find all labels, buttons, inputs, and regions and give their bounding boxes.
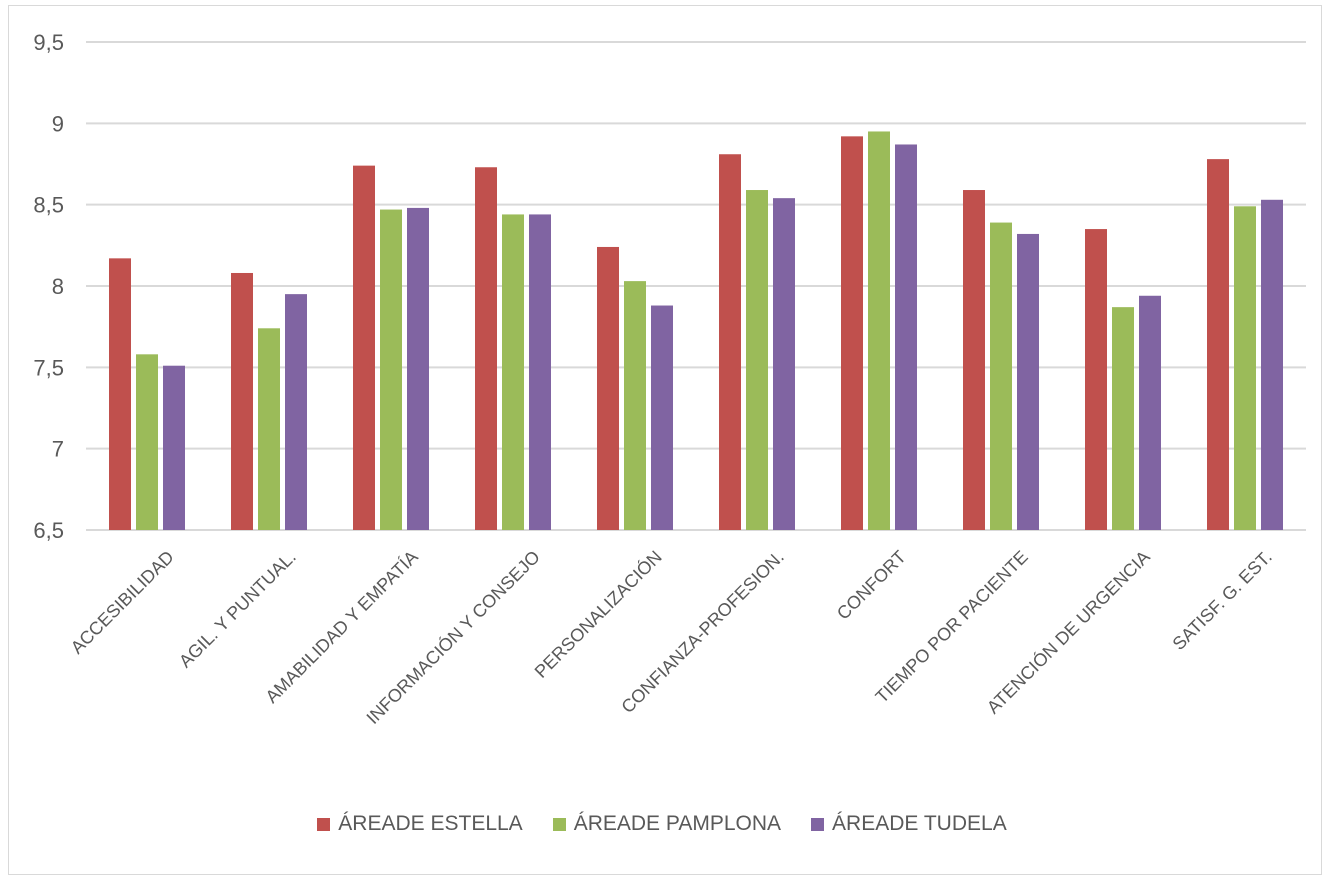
bar-pamplona-3: [502, 214, 524, 530]
bar-tudela-5: [773, 198, 795, 530]
bar-pamplona-6: [868, 131, 890, 530]
bar-pamplona-9: [1234, 206, 1256, 530]
y-axis-ticks: 6,5 7 7,5 8 8,5 9 9,5: [33, 30, 64, 543]
x-tick-label: CONFORT: [833, 547, 910, 624]
bar-estella-8: [1085, 229, 1107, 531]
bar-pamplona-0: [136, 354, 158, 530]
y-tick-label: 8: [52, 274, 64, 299]
y-tick-label: 9: [52, 111, 64, 136]
bar-estella-6: [841, 136, 863, 530]
bar-tudela-4: [651, 305, 673, 530]
bar-estella-4: [597, 246, 619, 530]
bar-estella-7: [963, 190, 985, 530]
legend-label: ÁREADE PAMPLONA: [573, 812, 782, 835]
x-tick-label: PERSONALIZACIÓN: [530, 546, 666, 682]
bar-tudela-7: [1017, 233, 1039, 531]
bar-estella-3: [475, 167, 497, 530]
bar-pamplona-4: [624, 281, 646, 530]
bar-tudela-1: [285, 294, 307, 530]
y-tick-label: 7: [52, 437, 64, 462]
legend-swatch: [811, 817, 825, 831]
bar-tudela-9: [1261, 199, 1283, 530]
bar-estella-9: [1207, 159, 1229, 530]
bar-pamplona-1: [258, 328, 280, 530]
bar-pamplona-2: [380, 209, 402, 530]
bar-estella-1: [231, 272, 253, 530]
y-tick-label: 7,5: [33, 355, 64, 380]
bar-tudela-0: [163, 365, 185, 530]
bar-tudela-6: [895, 144, 917, 531]
bar-tudela-8: [1139, 295, 1161, 530]
legend-item: ÁREADE ESTELLA: [317, 812, 523, 836]
legend: ÁREADE ESTELLA ÁREADE PAMPLONA ÁREADE TUDE…: [0, 812, 1324, 836]
x-tick-label: ACCESIBILIDAD: [67, 547, 178, 658]
bar-pamplona-8: [1112, 307, 1134, 530]
legend-label: ÁREADE ESTELLA: [338, 812, 523, 835]
legend-swatch: [552, 817, 566, 831]
x-tick-label: AGIL. Y PUNTUAL.: [175, 547, 300, 672]
bar-estella-0: [109, 258, 131, 530]
legend-label: ÁREADE TUDELA: [832, 812, 1007, 835]
bar-estella-2: [353, 165, 375, 531]
bars: [109, 131, 1283, 531]
bar-tudela-3: [529, 214, 551, 530]
legend-item: ÁREADE PAMPLONA: [552, 812, 782, 836]
bar-pamplona-7: [990, 222, 1012, 530]
y-tick-label: 6,5: [33, 518, 64, 543]
bar-pamplona-5: [746, 190, 768, 530]
legend-swatch: [317, 817, 331, 831]
y-tick-label: 9,5: [33, 30, 64, 55]
legend-item: ÁREADE TUDELA: [811, 812, 1007, 836]
y-tick-label: 8,5: [33, 193, 64, 218]
bar-tudela-2: [407, 207, 429, 531]
x-tick-label: SATISF. G. EST.: [1169, 547, 1276, 654]
bar-estella-5: [719, 154, 741, 531]
